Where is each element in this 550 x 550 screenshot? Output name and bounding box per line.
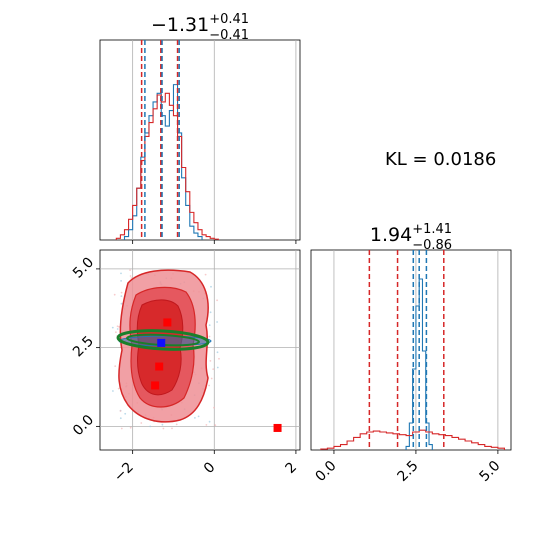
kl-divergence-label: KL = 0.0186 [385,149,496,170]
scatter-point [161,423,164,426]
scatter-point [149,425,152,428]
scatter-point [208,335,211,338]
scatter-point [116,328,119,330]
scatter-point [114,365,117,367]
scatter-point [129,275,132,277]
scatter-point [216,366,219,369]
scatter-point [140,422,143,424]
scatter-point [197,415,200,418]
y-marginal-ticks: 0.0 2.5 5.0 [313,450,504,485]
y-title-sup: +1.41 [412,222,452,237]
scatter-point [120,291,123,294]
scatter-point [205,424,208,426]
x-marginal-quantiles [140,40,180,240]
scatter-point [209,360,212,362]
point-marker [151,381,160,390]
y-title-value: 1.94 [370,224,412,246]
scatter-point [213,406,215,409]
y-marginal-quantiles [368,250,445,450]
x-title-value: −1.31 [151,14,209,36]
y-marginal-xtick-label: 5.0 [476,458,503,485]
scatter-point [117,387,120,390]
scatter-point [115,331,117,334]
scatter-point [129,426,132,429]
scatter-point [216,351,219,354]
point-marker [157,338,166,347]
scatter-point [124,412,127,415]
scatter-point [210,377,213,380]
scatter-point [130,277,133,279]
joint-panel: −2 0 2 0.0 2.5 5.0 [70,249,301,485]
scatter-point [204,273,207,276]
scatter-point [111,326,114,329]
scatter-point [214,424,217,427]
joint-markers [151,318,282,432]
y-marginal-frame [310,249,512,451]
scatter-point [120,427,123,430]
scatter-point [208,324,211,326]
y-title-sub: −0.86 [412,238,452,253]
scatter-point [118,326,120,328]
joint-ytick-label: 5.0 [70,255,97,282]
joint-frame [99,249,301,451]
point-marker [155,362,164,371]
y-marginal-xtick-label: 2.5 [395,458,422,485]
joint-contours [111,269,282,432]
scatter-point [113,293,116,296]
x-marginal-histograms [115,84,219,240]
y-marginal-xtick-label: 0.0 [313,458,340,485]
x-marginal-panel: −1.31+0.41 −0.41 [99,12,301,244]
x-histogram-step [115,92,219,240]
point-marker [163,318,172,327]
scatter-point [120,272,122,275]
joint-ytick-label: 2.5 [70,333,97,360]
scatter-point [120,302,123,305]
x-marginal-frame [99,39,301,241]
scatter-point [209,311,212,314]
scatter-point [194,417,196,419]
scatter-point [216,299,219,302]
scatter-point [119,410,122,412]
joint-ytick-label: 0.0 [70,412,97,439]
y-marginal-title: 1.94+1.41 −0.86 [370,222,452,253]
scatter-point [116,325,119,328]
scatter-point [171,427,173,430]
x-histogram-step [123,84,203,240]
scatter-point [129,269,132,271]
scatter-point [175,423,178,426]
scatter-point [112,390,114,392]
scatter-point [208,420,211,423]
scatter-point [212,368,215,370]
x-marginal-ticks [132,240,297,244]
green-ellipse-outer [116,329,210,351]
scatter-point [218,357,220,360]
scatter-point [216,321,219,323]
y-marginal-panel: 0.0 2.5 5.0 1.94+1.41 −0.86 [310,222,512,485]
scatter-point [120,295,123,297]
scatter-point [120,280,122,282]
joint-xtick-label: 0 [201,459,219,477]
x-marginal-grid [132,40,297,240]
scatter-point [210,285,212,288]
x-marginal-title: −1.31+0.41 −0.41 [151,12,249,43]
x-title-sup: +0.41 [209,12,249,27]
scatter-point [119,417,122,420]
scatter-point [208,384,211,387]
point-marker [273,423,282,432]
y-histogram-step [320,429,505,450]
joint-xtick-label: 2 [283,459,301,477]
x-title-sub: −0.41 [209,28,249,43]
joint-xtick-label: −2 [111,459,137,485]
scatter-point [162,427,165,430]
